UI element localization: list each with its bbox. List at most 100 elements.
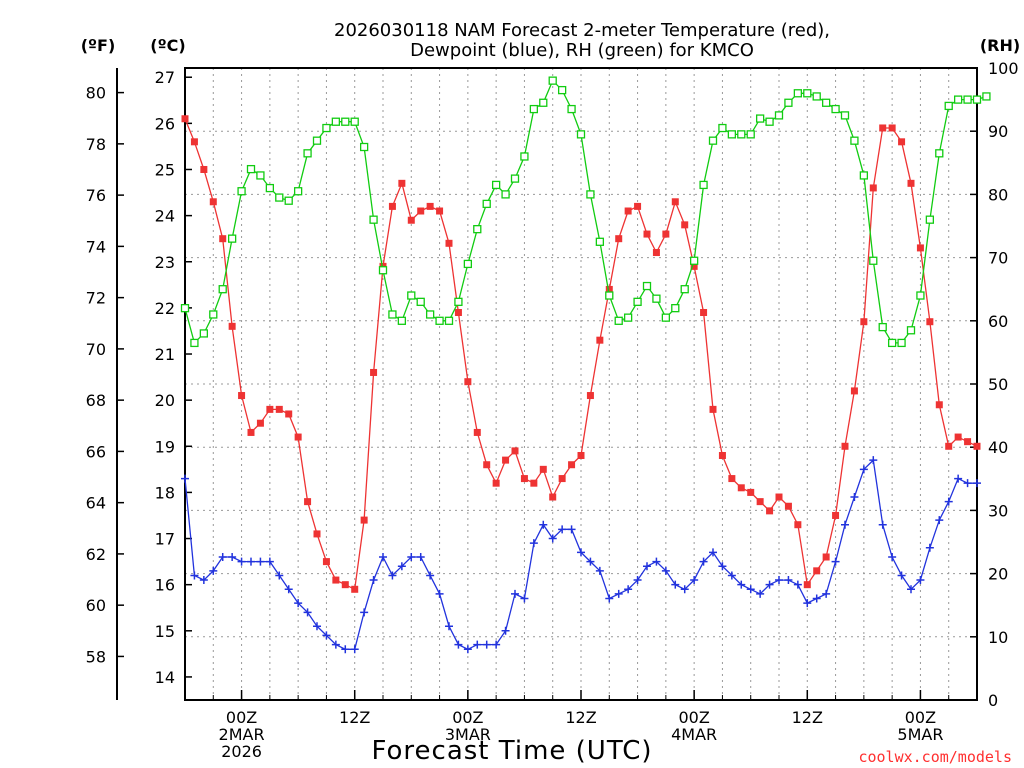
2-meter-temperature-point-71 bbox=[850, 387, 858, 395]
dewpoint-point-43 bbox=[586, 557, 595, 566]
2-meter-temperature-point-31 bbox=[473, 428, 481, 436]
dewpoint-point-31 bbox=[473, 640, 482, 649]
dewpoint-point-54 bbox=[690, 576, 699, 585]
celsius-tick-label-17: 17 bbox=[155, 530, 175, 549]
relative-humidity-point-75 bbox=[887, 338, 897, 348]
2-meter-temperature-point-17 bbox=[341, 581, 349, 589]
x-tick-label-54-1: 4MAR bbox=[671, 725, 717, 744]
2-meter-temperature-point-36 bbox=[520, 475, 528, 483]
rh-tick-label-10: 10 bbox=[988, 628, 1008, 647]
relative-humidity-point-83 bbox=[963, 95, 972, 104]
dewpoint-point-28 bbox=[445, 622, 453, 631]
relative-humidity-point-32 bbox=[482, 199, 491, 209]
fahrenheit-tick-label-76: 76 bbox=[86, 186, 106, 205]
fahrenheit-tick-label-60: 60 bbox=[86, 596, 106, 615]
fahrenheit-tick-label-78: 78 bbox=[86, 135, 106, 154]
relative-humidity-point-48 bbox=[633, 297, 642, 306]
relative-humidity-point-76 bbox=[897, 338, 906, 348]
2-meter-temperature-point-74 bbox=[879, 124, 887, 132]
dewpoint-point-55 bbox=[699, 557, 708, 566]
dewpoint-point-33 bbox=[492, 640, 501, 649]
rh-tick-label-50: 50 bbox=[988, 375, 1008, 394]
2-meter-temperature-point-24 bbox=[407, 216, 415, 224]
2-meter-temperature-point-42 bbox=[577, 452, 585, 460]
dewpoint-point-8 bbox=[256, 557, 265, 566]
dewpoint-point-13 bbox=[303, 608, 312, 617]
2-meter-temperature-point-70 bbox=[841, 442, 849, 450]
2-meter-temperature-point-78 bbox=[916, 244, 924, 252]
relative-humidity-point-43 bbox=[586, 190, 595, 199]
dewpoint-point-69 bbox=[831, 557, 840, 566]
relative-humidity-point-57 bbox=[718, 123, 727, 133]
2-meter-temperature-point-55 bbox=[700, 308, 708, 316]
dewpoint-point-80 bbox=[935, 516, 944, 525]
relative-humidity-point-39 bbox=[548, 76, 557, 85]
dewpoint-point-79 bbox=[925, 543, 934, 552]
relative-humidity-point-16 bbox=[331, 117, 341, 126]
2-meter-temperature-point-18 bbox=[351, 585, 359, 593]
relative-humidity-line bbox=[184, 79, 987, 345]
credit-link[interactable]: coolwx.com/models bbox=[858, 748, 1012, 766]
fahrenheit-tick-label-66: 66 bbox=[86, 442, 106, 461]
2-meter-temperature-point-3 bbox=[209, 198, 217, 206]
rh-tick-label-40: 40 bbox=[988, 438, 1008, 457]
dewpoint-point-65 bbox=[793, 580, 802, 589]
relative-humidity-point-69 bbox=[831, 104, 840, 114]
relative-humidity-point-37 bbox=[529, 104, 539, 114]
dewpoint-point-7 bbox=[247, 557, 255, 566]
rh-tick-label-20: 20 bbox=[988, 565, 1008, 584]
relative-humidity-point-50 bbox=[652, 294, 661, 303]
dewpoint-point-18 bbox=[350, 645, 359, 654]
2-meter-temperature-point-83 bbox=[964, 438, 972, 446]
dewpoint-point-22 bbox=[388, 571, 397, 580]
2-meter-temperature-point-11 bbox=[285, 410, 293, 418]
2-meter-temperature-point-6 bbox=[238, 392, 246, 400]
dewpoint-point-60 bbox=[746, 585, 755, 594]
relative-humidity-point-14 bbox=[312, 136, 322, 145]
relative-humidity-point-61 bbox=[755, 114, 765, 123]
dewpoint-point-2 bbox=[199, 576, 208, 585]
relative-humidity-point-85 bbox=[982, 92, 991, 101]
relative-humidity-point-78 bbox=[916, 291, 925, 300]
2-meter-temperature-point-69 bbox=[832, 511, 840, 519]
2-meter-temperature-point-13 bbox=[304, 498, 312, 506]
relative-humidity-point-47 bbox=[623, 313, 633, 322]
x-tick-label-78-1: 5MAR bbox=[897, 725, 943, 744]
2-meter-temperature-point-61 bbox=[756, 498, 764, 506]
dewpoint-point-45 bbox=[605, 594, 614, 603]
dewpoint-point-84 bbox=[973, 479, 981, 488]
x-tick-label-30-0: 00Z bbox=[452, 708, 483, 727]
relative-humidity-point-82 bbox=[953, 95, 963, 104]
2-meter-temperature-point-47 bbox=[624, 207, 632, 215]
celsius-tick-label-19: 19 bbox=[155, 437, 175, 456]
2-meter-temperature-point-45 bbox=[605, 285, 613, 293]
relative-humidity-point-71 bbox=[850, 136, 859, 145]
2-meter-temperature-point-64 bbox=[784, 502, 792, 510]
2-meter-temperature-point-53 bbox=[681, 221, 689, 229]
dewpoint-point-82 bbox=[954, 474, 963, 483]
x-axis-title: Forecast Time (UTC) bbox=[371, 736, 652, 766]
relative-humidity-point-66 bbox=[803, 89, 812, 98]
rh-tick-label-100: 100 bbox=[988, 59, 1019, 78]
relative-humidity-point-8 bbox=[256, 171, 265, 180]
2-meter-temperature-point-59 bbox=[737, 484, 745, 492]
fahrenheit-tick-label-74: 74 bbox=[86, 237, 106, 256]
dewpoint-point-1 bbox=[190, 571, 199, 580]
dewpoint-point-71 bbox=[850, 493, 859, 502]
2-meter-temperature-point-65 bbox=[794, 521, 802, 529]
2-meter-temperature-point-41 bbox=[568, 461, 576, 469]
2-meter-temperature-point-62 bbox=[766, 507, 774, 515]
relative-humidity-point-12 bbox=[293, 187, 303, 196]
2-meter-temperature-point-72 bbox=[860, 318, 868, 326]
2-meter-temperature-point-25 bbox=[417, 207, 425, 215]
2-meter-temperature-point-49 bbox=[643, 230, 651, 238]
x-tick-label-66-0: 12Z bbox=[792, 708, 823, 727]
dewpoint-point-42 bbox=[577, 548, 585, 557]
x-tick-label-6-2: 2026 bbox=[221, 742, 262, 761]
2-meter-temperature-point-26 bbox=[426, 202, 434, 210]
2-meter-temperature-point-7 bbox=[247, 428, 255, 436]
rh-unit-label: (RH) bbox=[980, 36, 1020, 55]
2-meter-temperature-point-14 bbox=[313, 530, 321, 538]
2-meter-temperature-point-46 bbox=[615, 235, 623, 243]
